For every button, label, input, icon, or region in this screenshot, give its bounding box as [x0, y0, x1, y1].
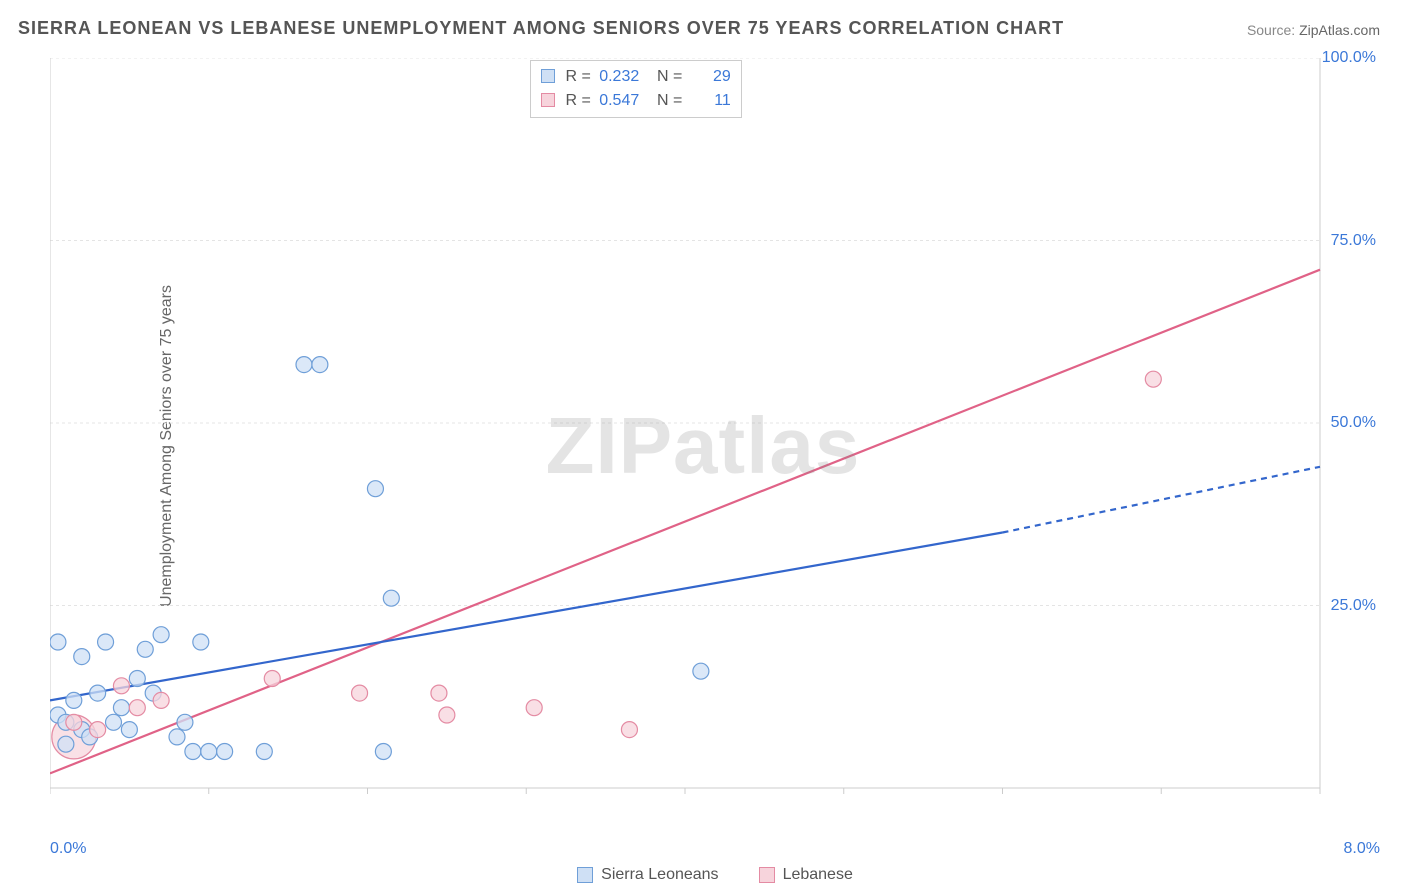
- legend-bottom: Sierra Leoneans Lebanese: [50, 866, 1380, 884]
- swatch-icon: [541, 69, 555, 83]
- stats-row-sierra: R = 0.232 N = 29: [541, 65, 731, 89]
- y-tick-label: 100.0%: [1322, 49, 1376, 67]
- stat-n-sierra: 29: [687, 65, 731, 89]
- y-tick-label: 50.0%: [1331, 414, 1376, 432]
- source-value: ZipAtlas.com: [1299, 22, 1380, 38]
- x-axis-max-label: 8.0%: [1344, 840, 1380, 858]
- stat-r-lebanese: 0.547: [595, 89, 639, 113]
- source-label: Source:: [1247, 22, 1299, 38]
- stat-label-r: R =: [565, 68, 590, 85]
- stat-label-r: R =: [565, 92, 590, 109]
- legend-label-lebanese: Lebanese: [783, 866, 853, 883]
- stat-label-n: N =: [657, 92, 682, 109]
- watermark: ZIPatlas: [546, 400, 861, 492]
- stat-label-n: N =: [657, 68, 682, 85]
- x-axis-min-label: 0.0%: [50, 840, 86, 858]
- swatch-icon: [759, 867, 775, 883]
- watermark-atlas: atlas: [673, 401, 860, 490]
- stats-legend: R = 0.232 N = 29 R = 0.547 N = 11: [530, 60, 742, 118]
- legend-item-lebanese: Lebanese: [759, 866, 853, 884]
- stat-r-sierra: 0.232: [595, 65, 639, 89]
- source-attribution: Source: ZipAtlas.com: [1247, 22, 1380, 38]
- stat-n-lebanese: 11: [687, 89, 731, 113]
- stats-row-lebanese: R = 0.547 N = 11: [541, 89, 731, 113]
- swatch-icon: [577, 867, 593, 883]
- swatch-icon: [541, 93, 555, 107]
- watermark-zip: ZIP: [546, 401, 673, 490]
- legend-item-sierra: Sierra Leoneans: [577, 866, 718, 884]
- legend-label-sierra: Sierra Leoneans: [601, 866, 718, 883]
- chart-title: SIERRA LEONEAN VS LEBANESE UNEMPLOYMENT …: [18, 18, 1064, 39]
- y-tick-label: 75.0%: [1331, 232, 1376, 250]
- y-tick-label: 25.0%: [1331, 597, 1376, 615]
